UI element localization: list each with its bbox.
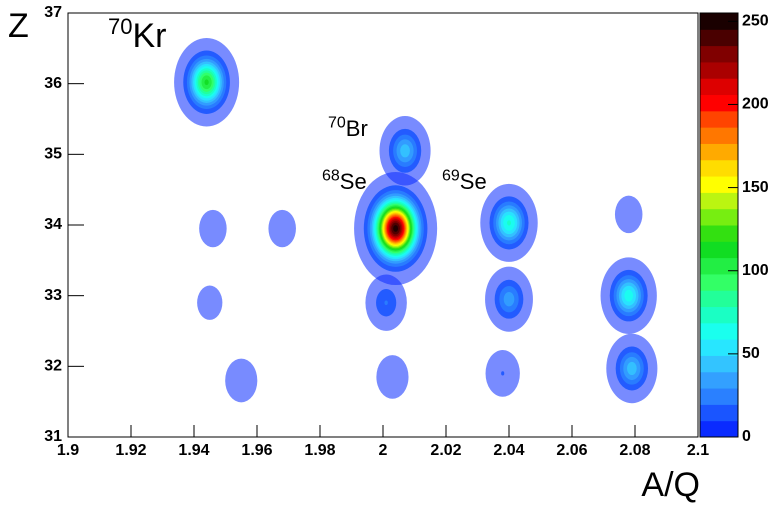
cluster-level <box>268 209 296 248</box>
isotope-mass: 69 <box>442 168 460 185</box>
cluster-level <box>376 355 409 399</box>
cluster-level <box>225 358 258 403</box>
y-tick-label: 36 <box>44 75 62 92</box>
isotope-label: 70Br <box>328 115 368 141</box>
colorbar-swatch <box>700 208 738 226</box>
cluster <box>225 358 258 403</box>
isotope-mass: 70 <box>328 115 346 132</box>
x-tick-label: 2.02 <box>430 442 461 459</box>
colorbar-swatch <box>700 241 738 259</box>
cluster-level <box>503 292 515 307</box>
colorbar-swatch <box>700 306 738 324</box>
y-tick-label: 37 <box>44 4 62 21</box>
colorbar-swatch <box>700 127 738 144</box>
x-axis-title: A/Q <box>641 466 700 504</box>
colorbar-swatch <box>700 94 738 112</box>
x-tick-label: 2.08 <box>619 442 650 459</box>
colorbar-swatch <box>700 110 738 128</box>
cluster <box>376 355 409 399</box>
colorbar-swatch <box>700 143 738 161</box>
x-tick-label: 2.06 <box>556 442 587 459</box>
colorbar-swatch <box>700 13 738 30</box>
x-tick-label: 1.9 <box>57 442 79 459</box>
cluster-level <box>624 289 634 302</box>
colorbar-swatch <box>700 61 738 79</box>
cluster <box>485 350 520 397</box>
isotope-mass: 68 <box>322 168 340 185</box>
x-tick-label: 2.04 <box>493 442 524 459</box>
colorbar-swatch <box>700 322 738 340</box>
cluster <box>365 274 407 331</box>
x-tick-label: 1.94 <box>178 442 209 459</box>
cluster <box>600 257 657 334</box>
z-tick-label: 250 <box>742 13 769 30</box>
z-tick-label: 50 <box>742 345 760 362</box>
y-tick-label: 33 <box>44 287 62 304</box>
colorbar-swatch <box>700 290 738 308</box>
isotope-label: 70Kr <box>108 14 166 55</box>
cluster <box>354 172 438 286</box>
colorbar-swatch <box>700 192 738 210</box>
isotope-mass: 70 <box>108 14 132 39</box>
colorbar-swatch <box>700 159 738 177</box>
cluster-level <box>400 144 410 158</box>
y-tick-label: 35 <box>44 146 62 163</box>
isotope-label: 68Se <box>322 168 367 194</box>
isotope-element: Se <box>460 169 487 194</box>
cluster <box>606 333 658 404</box>
cluster-level <box>393 225 399 232</box>
cluster-level <box>614 195 643 234</box>
isotope-element: Br <box>346 116 368 141</box>
cluster <box>197 285 223 320</box>
isotope-label: 69Se <box>442 168 487 194</box>
y-tick-label: 31 <box>44 428 62 445</box>
z-tick-label: 100 <box>742 262 769 279</box>
cluster-level <box>501 371 505 376</box>
x-tick-label: 1.92 <box>115 442 146 459</box>
colorbar-swatch <box>700 45 738 63</box>
cluster <box>480 183 538 262</box>
y-tick-label: 32 <box>44 358 62 375</box>
y-tick-label: 34 <box>44 216 62 233</box>
x-tick-label: 2 <box>379 442 388 459</box>
cluster <box>614 195 643 234</box>
isotope-element: Kr <box>132 17 166 55</box>
x-tick-label: 1.98 <box>304 442 335 459</box>
x-tick-label: 1.96 <box>241 442 272 459</box>
cluster-level <box>507 220 511 226</box>
colorbar-swatch <box>700 339 738 356</box>
colorbar-swatch <box>700 176 738 193</box>
cluster <box>379 116 431 186</box>
colorbar-swatch <box>700 388 738 405</box>
z-tick-label: 200 <box>742 96 769 113</box>
x-tick-label: 2.1 <box>687 442 709 459</box>
colorbar-swatch <box>700 257 738 275</box>
cluster <box>268 209 296 248</box>
colorbar-swatch <box>700 225 738 242</box>
colorbar-frame <box>699 12 739 438</box>
colorbar-swatch <box>700 273 738 291</box>
cluster-level <box>204 79 209 86</box>
cluster <box>174 38 240 127</box>
cluster <box>485 266 533 332</box>
colorbar-swatch <box>700 78 738 96</box>
cluster-level <box>199 209 227 248</box>
z-tick-label: 150 <box>742 179 769 196</box>
cluster-level <box>197 285 223 320</box>
colorbar-swatch <box>700 404 738 422</box>
cluster-level <box>384 300 388 306</box>
z-tick-label: 0 <box>742 428 751 445</box>
colorbar-swatch <box>700 371 738 389</box>
cluster-level <box>626 361 637 376</box>
colorbar-swatch <box>700 355 738 373</box>
cluster <box>199 209 227 248</box>
colorbar-swatch <box>700 420 738 438</box>
y-axis-title: Z <box>8 7 29 45</box>
colorbar-swatch <box>700 29 738 47</box>
isotope-element: Se <box>340 169 367 194</box>
